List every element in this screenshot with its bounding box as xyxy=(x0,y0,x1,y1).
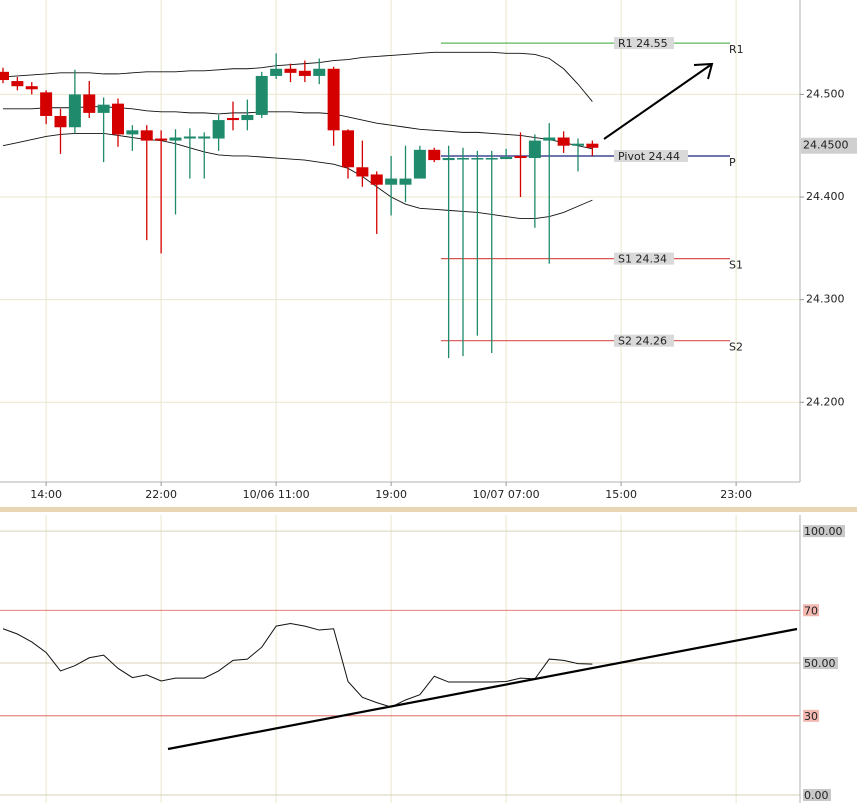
pivot-label: S2 24.26 xyxy=(618,335,667,348)
pivot-label: Pivot 24.44 xyxy=(618,150,680,163)
candle-body xyxy=(97,104,110,113)
pivot-tag: P xyxy=(729,156,736,169)
marks: R1 24.55 R1 Pivot 24.44 P S1 24.34 S1 S2 24.26… xyxy=(0,37,744,708)
candle-body xyxy=(298,70,311,76)
candle-body xyxy=(500,157,513,160)
rsi-tick-bg xyxy=(803,657,838,670)
candle-body xyxy=(126,130,139,135)
candle-body xyxy=(413,149,426,179)
candle-body xyxy=(572,143,584,146)
trend-line xyxy=(167,627,798,751)
candle-body xyxy=(327,68,340,131)
candle-body xyxy=(169,137,182,141)
rsi-tick-bg xyxy=(803,709,819,722)
candle-body xyxy=(227,118,239,121)
candle-body xyxy=(0,71,9,81)
candle-body xyxy=(40,92,53,116)
candle-body xyxy=(140,130,153,141)
y-tick-label: 24.200 xyxy=(806,395,845,408)
rsi-tick-label: 50.00 xyxy=(804,657,836,670)
x-tick-label: 19:00 xyxy=(375,488,407,501)
candle-body xyxy=(212,120,225,139)
rsi-line xyxy=(2,622,593,708)
candle-body xyxy=(313,68,326,76)
panel-separator xyxy=(0,507,857,512)
annotation-arrow xyxy=(603,63,713,140)
band-line xyxy=(2,51,593,102)
candle-body xyxy=(112,103,124,135)
candle-body xyxy=(586,143,599,148)
pivot-label-bg xyxy=(614,37,674,50)
pivot-tag: S1 xyxy=(729,259,743,272)
candle-body xyxy=(442,158,455,161)
candle-body xyxy=(471,158,484,160)
y-tick-label: 24.500 xyxy=(806,87,845,100)
candle-body xyxy=(54,115,67,128)
candle-body xyxy=(68,94,81,128)
candle-body xyxy=(155,138,168,141)
candle-body xyxy=(25,86,38,90)
candle-body xyxy=(528,140,541,159)
x-tick-label: 22:00 xyxy=(145,488,177,501)
candle-body xyxy=(514,155,527,159)
rsi-tick-label: 100.00 xyxy=(804,525,843,538)
candle-body xyxy=(83,94,96,113)
x-tick-label: 10/06 11:00 xyxy=(243,488,310,501)
y-tick-label: 24.300 xyxy=(806,293,845,306)
candle-body xyxy=(284,68,297,73)
candle-body xyxy=(543,137,556,141)
rsi-tick-bg xyxy=(803,788,831,801)
pivot-label-bg xyxy=(614,252,674,265)
x-tick-label: 23:00 xyxy=(720,488,752,501)
pivot-label-bg xyxy=(614,149,688,162)
grid xyxy=(0,0,800,803)
pivot-tag: S2 xyxy=(729,341,743,354)
last-price-label: 24.4500 xyxy=(803,139,849,152)
rsi-tick-label: 30 xyxy=(804,710,818,723)
candle-body xyxy=(385,178,398,185)
pivot-tag: R1 xyxy=(729,43,744,56)
candle-body xyxy=(198,136,211,139)
band-line xyxy=(2,132,593,220)
annotation-arrowhead xyxy=(693,62,714,80)
rsi-tick-bg xyxy=(803,604,819,617)
x-tick-label: 10/07 07:00 xyxy=(473,488,540,501)
candle-body xyxy=(428,149,441,161)
rsi-tick-label: 0.00 xyxy=(804,789,829,802)
rsi-tick-bg xyxy=(803,525,845,538)
rsi-tick-label: 70 xyxy=(804,604,818,617)
y-tick-label: 24.400 xyxy=(806,190,845,203)
candle-body xyxy=(485,158,498,160)
candle-body xyxy=(270,68,283,76)
candle-body xyxy=(370,174,383,185)
candle-body xyxy=(557,137,570,146)
last-price-bg xyxy=(801,137,857,154)
pivot-label: S1 24.34 xyxy=(618,253,667,266)
x-tick-label: 15:00 xyxy=(605,488,637,501)
candle-body xyxy=(457,158,469,160)
candle-body xyxy=(399,178,412,185)
candle-body xyxy=(183,136,196,139)
candle-body xyxy=(11,81,24,87)
x-tick-label: 14:00 xyxy=(30,488,62,501)
candle-body xyxy=(356,167,369,177)
pivot-label: R1 24.55 xyxy=(618,37,668,50)
candle-body xyxy=(342,130,354,168)
candle-body xyxy=(241,114,254,121)
pivot-label-bg xyxy=(614,334,674,347)
candle-body xyxy=(255,75,268,115)
